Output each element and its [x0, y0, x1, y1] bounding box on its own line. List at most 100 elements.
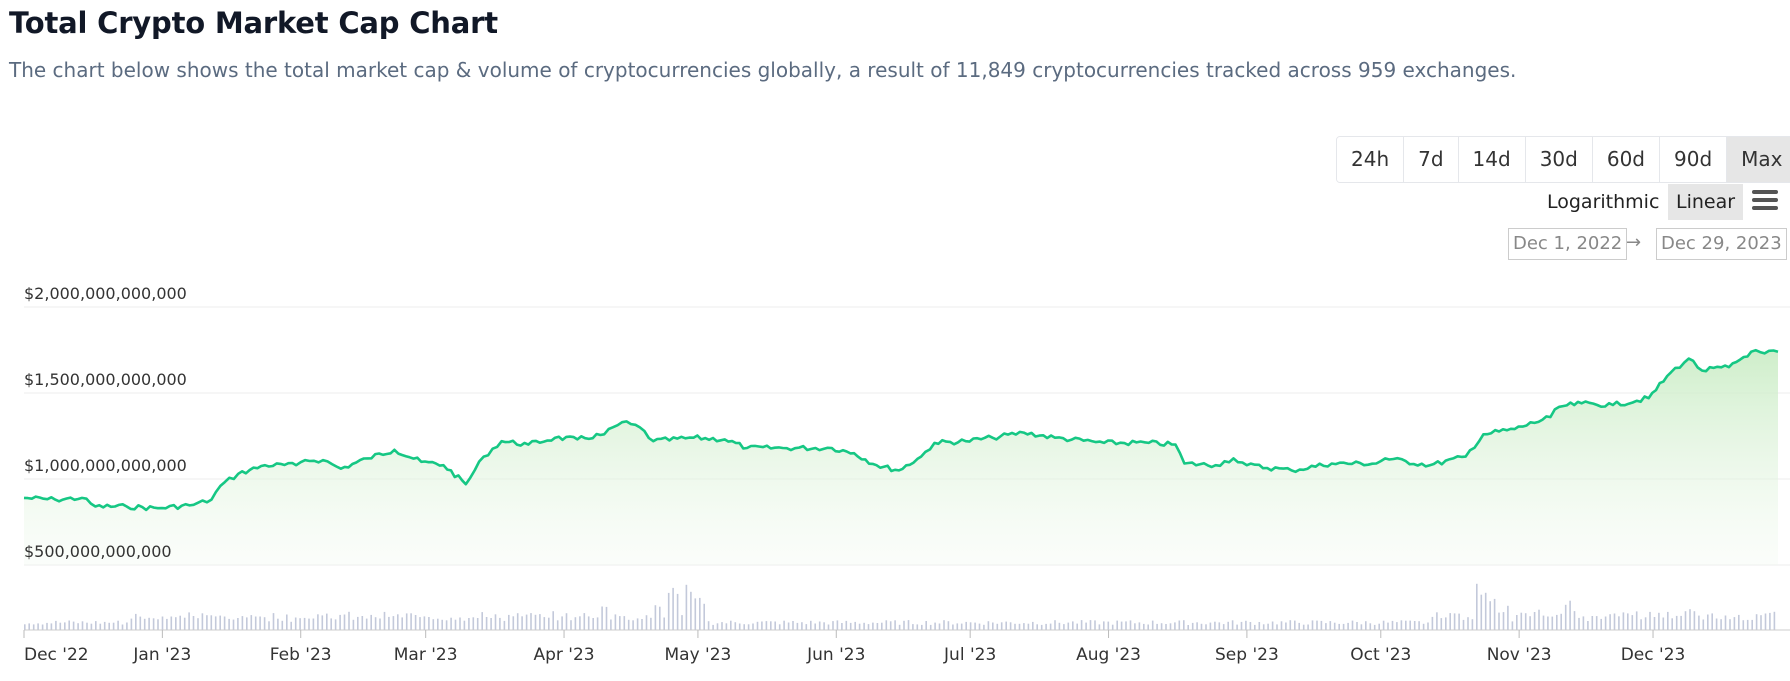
linear-scale-button[interactable]: Linear — [1668, 184, 1744, 220]
volume-bar — [1116, 620, 1118, 630]
date-to-input[interactable]: Dec 29, 2023 — [1656, 228, 1787, 260]
volume-bar — [561, 616, 563, 630]
volume-bar — [1649, 611, 1651, 630]
range-90d-button[interactable]: 90d — [1660, 137, 1728, 182]
volume-bar — [978, 623, 981, 630]
x-tick-label: Oct '23 — [1350, 645, 1411, 665]
volume-bar — [841, 623, 843, 630]
volume-bar — [1027, 623, 1030, 630]
volume-bar — [1138, 622, 1141, 630]
volume-bar — [654, 605, 657, 630]
volume-bar — [46, 622, 48, 630]
volume-bar — [605, 606, 608, 630]
volume-bar — [59, 622, 62, 630]
volume-bar — [170, 616, 173, 630]
volume-bar — [712, 624, 714, 630]
volume-bar — [37, 623, 39, 630]
volume-bar — [587, 616, 590, 630]
volume-bar — [1103, 621, 1105, 630]
volume-bar — [770, 621, 772, 630]
volume-bar — [1445, 617, 1447, 630]
volume-bar — [499, 617, 501, 630]
volume-bar — [659, 606, 661, 630]
volume-bar — [1107, 621, 1110, 630]
volume-bar — [343, 614, 346, 630]
volume-bar — [1507, 605, 1509, 630]
range-14d-button[interactable]: 14d — [1458, 137, 1526, 182]
volume-bar — [965, 621, 967, 630]
volume-bar — [1040, 624, 1043, 630]
volume-bar — [960, 623, 963, 630]
volume-bar — [1218, 622, 1221, 630]
volume-bar — [1591, 616, 1594, 630]
date-range-arrow: → — [1626, 232, 1642, 253]
volume-bar — [1396, 622, 1398, 630]
volume-bar — [1427, 622, 1429, 630]
volume-bar — [1387, 622, 1389, 630]
volume-bar — [68, 620, 70, 630]
volume-bar — [889, 621, 892, 630]
volume-bar — [152, 618, 155, 630]
range-24h-button[interactable]: 24h — [1337, 137, 1405, 182]
date-from-input[interactable]: Dec 1, 2022 — [1508, 228, 1628, 260]
volume-bar — [858, 623, 861, 630]
volume-bar — [832, 621, 834, 630]
volume-bar — [1436, 612, 1438, 630]
logarithmic-scale-button[interactable]: Logarithmic — [1547, 191, 1660, 213]
volume-bar — [303, 617, 306, 630]
range-60d-button[interactable]: 60d — [1592, 137, 1661, 182]
volume-bar — [503, 620, 506, 630]
volume-bar — [827, 624, 830, 630]
volume-bar — [183, 617, 186, 630]
volume-bar — [1294, 620, 1296, 630]
market-cap-line[interactable] — [23, 348, 1779, 512]
volume-bar — [1595, 616, 1598, 630]
volume-bar — [299, 618, 301, 630]
volume-bar — [1578, 617, 1580, 630]
volume-bar — [1667, 611, 1669, 630]
volume-bar — [459, 617, 461, 630]
volume-bar — [445, 620, 448, 630]
volume-bar — [690, 591, 692, 630]
volume-bar — [1502, 612, 1505, 630]
volume-bar — [1769, 612, 1771, 630]
volume-bar — [1724, 615, 1727, 630]
volume-bar — [912, 624, 914, 630]
volume-bar — [694, 598, 697, 630]
volume-bar — [1405, 620, 1407, 630]
volume-bar — [1191, 622, 1194, 630]
volume-bar — [175, 617, 177, 630]
volume-bar — [1205, 624, 1207, 630]
range-30d-button[interactable]: 30d — [1525, 137, 1593, 182]
volume-bar — [148, 617, 150, 630]
volume-bar — [1298, 622, 1300, 630]
volume-bar — [1054, 620, 1056, 630]
hamburger-menu-icon[interactable] — [1752, 190, 1778, 212]
volume-bar — [339, 614, 341, 630]
volume-bar — [206, 615, 208, 630]
volume-bar — [1560, 613, 1562, 630]
volume-bar — [1373, 624, 1376, 630]
page-title: Total Crypto Market Cap Chart — [9, 6, 498, 40]
volume-bar — [290, 621, 292, 630]
volume-bar — [1746, 619, 1749, 630]
volume-bar — [95, 621, 97, 630]
volume-bar — [1538, 609, 1540, 630]
volume-bar — [1493, 598, 1496, 630]
volume-bar — [525, 614, 528, 630]
volume-bar — [81, 621, 84, 630]
volume-bar — [685, 584, 688, 630]
volume-bar — [676, 593, 679, 630]
volume-bar — [508, 614, 510, 630]
volume-bar — [818, 621, 821, 630]
x-tick-label: Mar '23 — [394, 645, 458, 665]
range-max-button[interactable]: Max — [1727, 137, 1790, 182]
volume-bar — [667, 592, 670, 630]
volume-bar — [317, 614, 319, 630]
volume-bar — [534, 614, 537, 630]
range-7d-button[interactable]: 7d — [1404, 137, 1459, 182]
y-tick-label: $1,500,000,000,000 — [24, 370, 187, 389]
volume-bar — [450, 617, 452, 630]
volume-bar — [747, 624, 750, 630]
volume-bar — [774, 621, 776, 630]
